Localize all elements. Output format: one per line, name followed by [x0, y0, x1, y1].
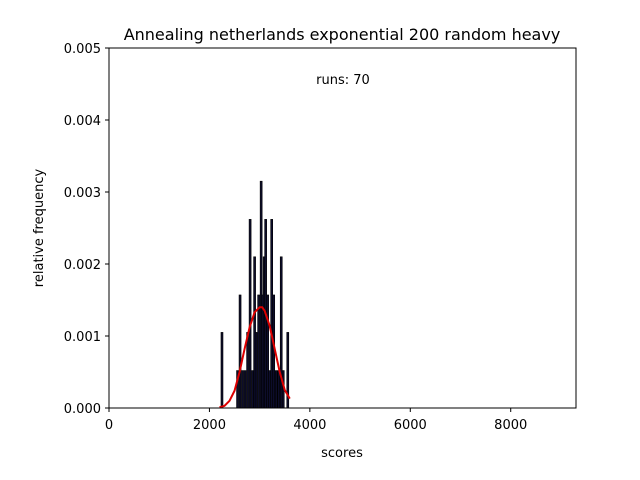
- histogram-bar-9: [254, 332, 258, 409]
- histogram-bar-17: [270, 219, 274, 409]
- y-tick-label-1: 0.001: [64, 330, 101, 345]
- histogram-bar-20: [277, 370, 281, 409]
- histogram-bar-0: [220, 332, 224, 409]
- bars-group: [220, 180, 290, 409]
- x-tick-label-1: 2000: [193, 418, 226, 433]
- histogram-bar-5: [246, 332, 249, 409]
- chart-title: Annealing netherlands exponential 200 ra…: [124, 25, 561, 44]
- x-axis-ticks: 0 2000 4000 6000 8000: [105, 408, 527, 433]
- histogram-bar-4: [243, 370, 247, 409]
- histogram-bar-2: [238, 294, 242, 409]
- histogram-bar-10: [257, 294, 260, 409]
- x-tick-label-3: 6000: [394, 418, 427, 433]
- histogram-bar-6: [248, 219, 252, 409]
- x-tick-label-2: 4000: [293, 418, 326, 433]
- y-tick-label-3: 0.003: [64, 186, 101, 201]
- y-tick-label-4: 0.004: [64, 114, 101, 129]
- fit-curve: [219, 306, 291, 409]
- histogram-bar-15: [266, 294, 269, 409]
- y-tick-label-0: 0.000: [64, 402, 101, 417]
- y-tick-label-2: 0.002: [64, 258, 101, 273]
- x-tick-label-4: 8000: [494, 418, 527, 433]
- plot-frame: [108, 47, 577, 409]
- y-tick-label-5: 0.005: [64, 42, 101, 57]
- histogram-bar-16: [268, 370, 271, 409]
- histogram-bar-3: [241, 370, 244, 409]
- y-axis-ticks: 0.000 0.001 0.002 0.003 0.004 0.005: [64, 42, 109, 417]
- histogram-bar-7: [251, 370, 254, 409]
- histogram-bar-19: [274, 370, 278, 409]
- x-axis-label: scores: [321, 446, 363, 461]
- runs-annotation: runs: 70: [316, 73, 370, 88]
- y-axis-label: relative frequency: [32, 169, 47, 288]
- x-tick-label-0: 0: [105, 418, 113, 433]
- histogram-bar-21: [279, 256, 283, 409]
